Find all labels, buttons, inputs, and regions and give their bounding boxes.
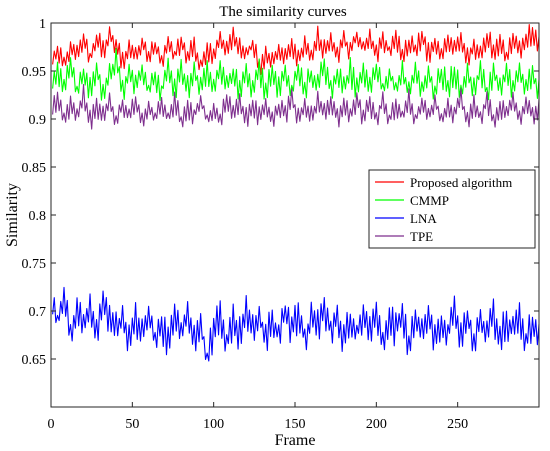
axis-layer: 0 50 100 150 200 250 0.65 0.7 0.75 0.8 0.85 0.9 0.95… <box>22 17 539 432</box>
series-line-proposed-algorithm <box>52 24 540 75</box>
y-tick-label: 0.85 <box>22 161 47 176</box>
x-axis-label: Frame <box>275 432 316 449</box>
y-tick-label: 0.7 <box>29 305 47 320</box>
y-tick-label: 0.95 <box>22 65 47 80</box>
y-tick-label: 0.9 <box>29 113 47 128</box>
y-tick-label: 0.75 <box>22 257 47 272</box>
y-axis-label: Similarity <box>4 183 21 247</box>
x-tick-label: 250 <box>447 417 468 432</box>
y-tick-label: 0.8 <box>29 209 47 224</box>
legend-label: TPE <box>410 229 433 244</box>
x-tick-label: 150 <box>285 417 306 432</box>
legend-label: LNA <box>410 211 437 226</box>
y-tick-label: 0.65 <box>22 353 47 368</box>
x-tick-label: 50 <box>125 417 139 432</box>
series-line-cmmp <box>52 47 540 101</box>
chart-title: The similarity curves <box>219 4 347 20</box>
legend: Proposed algorithm CMMP LNA TPE <box>368 169 536 249</box>
legend-items: Proposed algorithm CMMP LNA TPE <box>375 175 512 244</box>
legend-label: Proposed algorithm <box>410 175 512 190</box>
x-tick-label: 100 <box>203 417 224 432</box>
series-layer <box>52 24 540 362</box>
series-line-tpe <box>52 84 540 130</box>
x-tick-label: 200 <box>366 417 387 432</box>
y-tick-label: 1 <box>39 17 46 32</box>
series-line-lna <box>52 286 540 362</box>
legend-label: CMMP <box>410 193 449 208</box>
x-tick-label: 0 <box>48 417 55 432</box>
legend-box <box>368 169 536 249</box>
